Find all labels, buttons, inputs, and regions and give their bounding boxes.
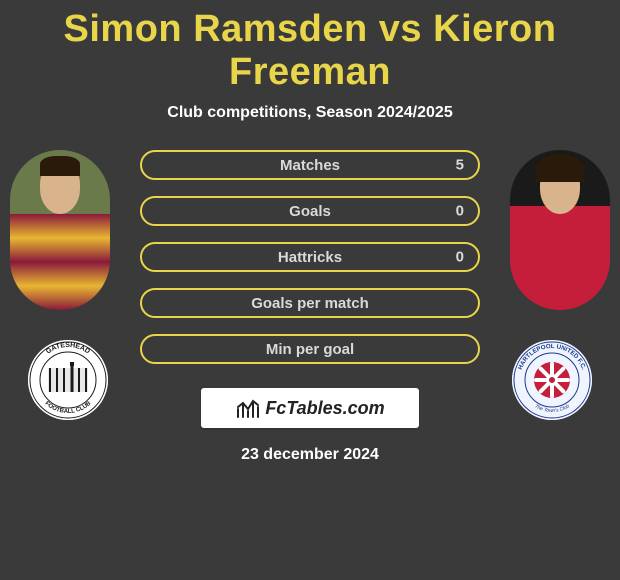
stat-row-goals-per-match: Goals per match [140, 288, 480, 318]
stat-row-goals: Goals 0 [140, 196, 480, 226]
stats-list: Matches 5 Goals 0 Hattricks 0 Goals per … [140, 150, 480, 364]
stat-right-value: 5 [456, 157, 464, 174]
stat-label: Hattricks [278, 249, 342, 266]
brand-badge: FcTables.com [201, 388, 419, 428]
stat-label: Goals [289, 203, 331, 220]
fctables-logo-icon [235, 397, 261, 419]
stat-row-hattricks: Hattricks 0 [140, 242, 480, 272]
stat-label: Matches [280, 157, 340, 174]
hartlepool-logo-icon: HARTLEPOOL UNITED F.C. The Town's Club [512, 340, 592, 420]
brand-text: FcTables.com [265, 398, 384, 419]
stat-right-value: 0 [456, 203, 464, 220]
club-logo-left: GATESHEAD FOOTBALL CLUB [28, 340, 108, 420]
player-photo-left [10, 150, 110, 310]
stat-row-matches: Matches 5 [140, 150, 480, 180]
stat-label: Min per goal [266, 341, 354, 358]
date-text: 23 december 2024 [0, 446, 620, 464]
stat-right-value: 0 [456, 249, 464, 266]
club-logo-right: HARTLEPOOL UNITED F.C. The Town's Club [512, 340, 592, 420]
stat-label: Goals per match [251, 295, 369, 312]
gateshead-logo-icon: GATESHEAD FOOTBALL CLUB [28, 340, 108, 420]
subtitle: Club competitions, Season 2024/2025 [0, 104, 620, 122]
player-photo-right [510, 150, 610, 310]
comparison-body: GATESHEAD FOOTBALL CLUB HARTLEPOOL UNITE… [0, 150, 620, 464]
page-title: Simon Ramsden vs Kieron Freeman [0, 0, 620, 94]
stat-row-min-per-goal: Min per goal [140, 334, 480, 364]
